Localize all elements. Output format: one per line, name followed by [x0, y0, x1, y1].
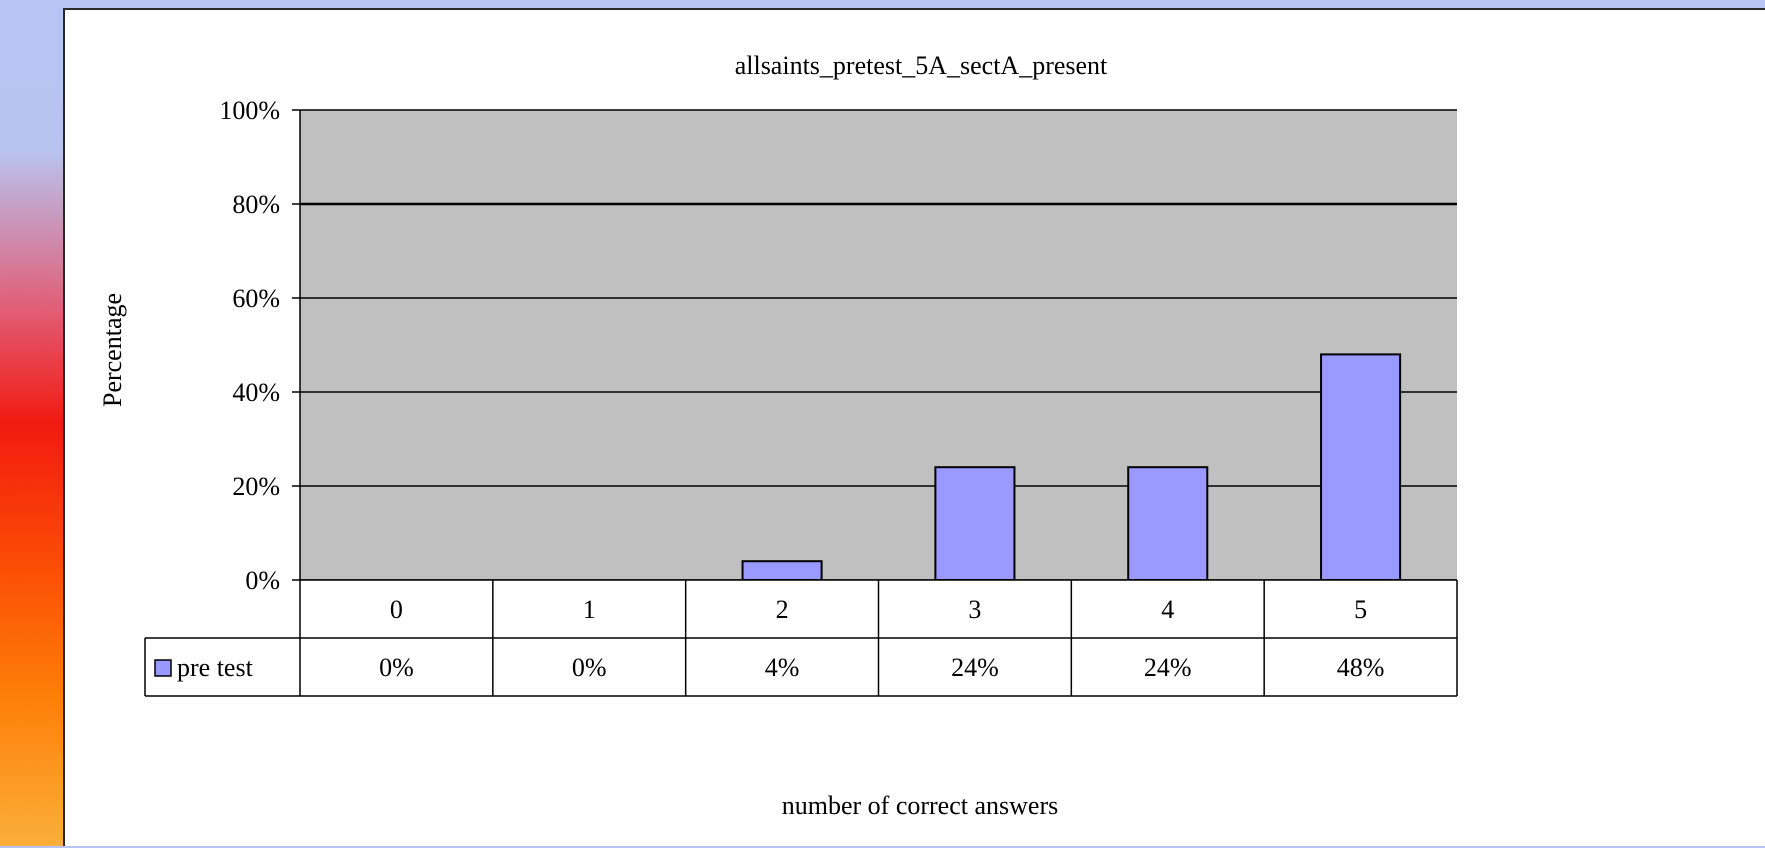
- data-label: 0%: [379, 653, 414, 682]
- y-tick-label: 60%: [232, 284, 280, 313]
- plot-area: [300, 110, 1457, 580]
- y-tick-label: 20%: [232, 472, 280, 501]
- y-axis-label: Percentage: [98, 293, 127, 407]
- y-tick-label: 40%: [232, 378, 280, 407]
- x-tick-label: 1: [583, 595, 596, 624]
- x-tick-label: 2: [776, 595, 789, 624]
- y-tick-label: 0%: [245, 566, 280, 595]
- y-tick-label: 80%: [232, 190, 280, 219]
- bar-5: [1320, 353, 1402, 581]
- x-tick-label: 5: [1354, 595, 1367, 624]
- data-label: 24%: [1144, 653, 1192, 682]
- y-tick-label: 100%: [219, 96, 280, 125]
- bar-4: [1127, 466, 1209, 582]
- data-label: 4%: [765, 653, 800, 682]
- legend-swatch: [154, 659, 172, 677]
- data-label: 24%: [951, 653, 999, 682]
- data-table: 00%10%24%324%424%548%pre test: [144, 579, 1458, 697]
- x-tick-label: 3: [968, 595, 981, 624]
- chart-panel: allsaints_pretest_5A_sectA_present Perce…: [63, 8, 1765, 846]
- data-label: 0%: [572, 653, 607, 682]
- y-tick-labels: 0% 20% 40% 60% 80% 100%: [219, 96, 280, 595]
- chart-title: allsaints_pretest_5A_sectA_present: [735, 51, 1108, 80]
- x-tick-label: 0: [390, 595, 403, 624]
- gridlines: [292, 109, 1457, 581]
- bar-2: [741, 560, 823, 582]
- bars: [741, 353, 1402, 582]
- data-label: 48%: [1337, 653, 1385, 682]
- chart-svg: allsaints_pretest_5A_sectA_present Perce…: [98, 51, 1458, 820]
- x-tick-label: 4: [1161, 595, 1174, 624]
- table-row-bg: [145, 638, 1457, 696]
- x-axis-label: number of correct answers: [782, 791, 1059, 820]
- bar-3: [934, 466, 1016, 582]
- legend-label: pre test: [177, 653, 254, 682]
